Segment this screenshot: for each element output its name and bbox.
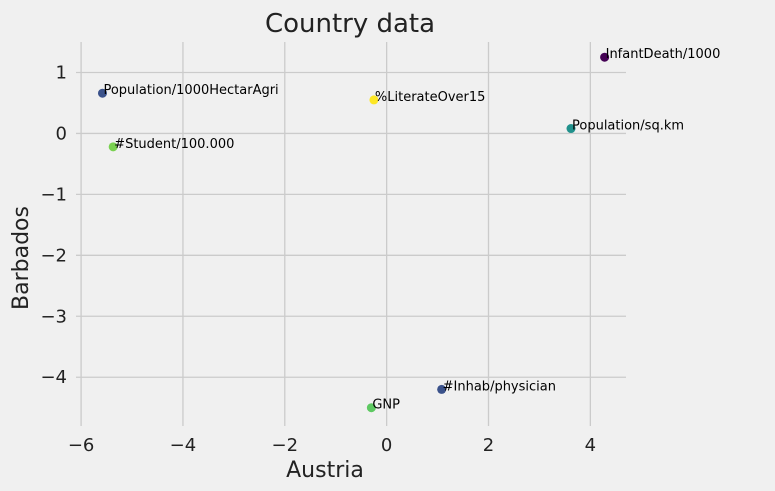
point-label: #Student/100.000 [114,137,234,152]
point-label: %LiterateOver15 [375,90,486,105]
ticks: −6 −4 −2 0 2 4 1 0 −1 −2 −3 −4 [40,62,596,456]
x-tick-label: 0 [381,435,392,456]
point-label: #Inhab/physician [443,379,556,394]
y-tick-label: −4 [40,367,67,388]
point-label: Population/sq.km [572,119,684,134]
data-point [108,142,118,152]
x-tick-label: 2 [483,435,494,456]
y-tick-label: −3 [40,306,67,327]
x-tick-label: −2 [272,435,299,456]
x-tick-label: 4 [585,435,596,456]
x-axis-label: Austria [286,458,364,483]
points: InfantDeath/1000 Population/1000HectarAgr… [97,47,721,413]
data-point [366,403,376,413]
y-axis-label: Barbados [9,206,34,310]
point-label: GNP [372,398,400,413]
data-point [369,95,379,105]
chart-title: Country data [265,9,435,39]
y-tick-label: 1 [56,62,67,83]
point-label: InfantDeath/1000 [606,47,721,62]
y-tick-label: 0 [56,123,67,144]
data-point [566,124,576,134]
data-point [600,52,610,62]
x-tick-label: −6 [68,435,95,456]
data-point [97,88,107,98]
x-tick-label: −4 [170,435,197,456]
grid [76,42,626,426]
point-label: Population/1000HectarAgri [103,83,278,98]
y-tick-label: −2 [40,245,67,266]
y-tick-label: −1 [40,184,67,205]
data-point [437,384,447,394]
